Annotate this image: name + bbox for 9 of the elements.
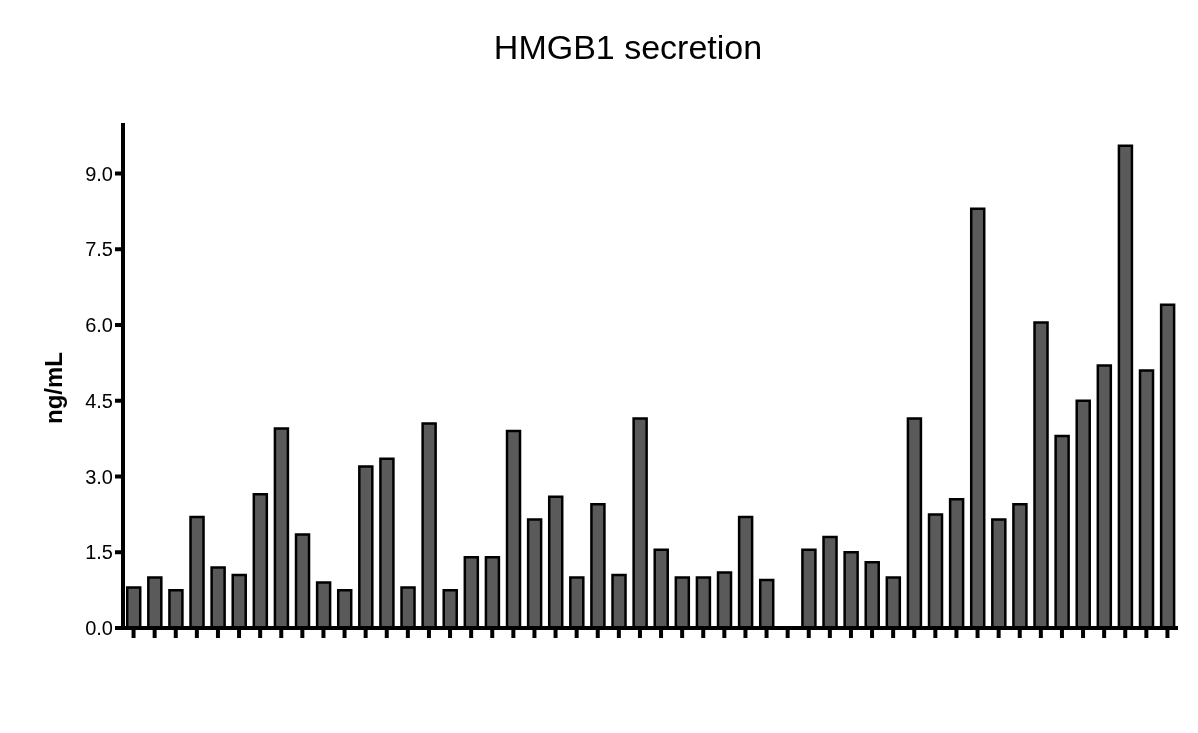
- y-tick-label: 9.0: [85, 162, 113, 185]
- y-axis-title: ng/mL: [40, 352, 68, 424]
- y-tick-label: 7.5: [85, 238, 113, 261]
- y-tick-label: 6.0: [85, 314, 113, 337]
- chart-title: HMGB1 secretion: [492, 28, 764, 67]
- y-tick-label: 3.0: [85, 465, 113, 488]
- y-tick-label: 0.0: [85, 617, 113, 640]
- y-tick-label: 1.5: [85, 541, 113, 564]
- y-tick-label: 4.5: [85, 389, 113, 412]
